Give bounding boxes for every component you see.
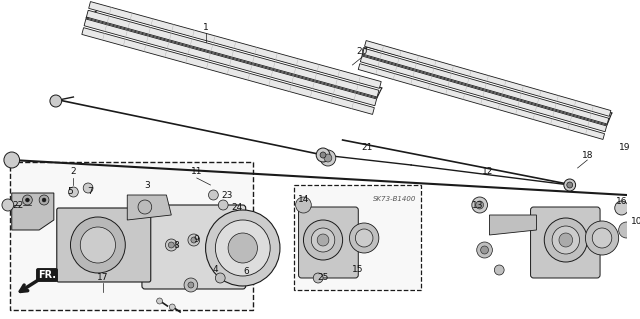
Polygon shape bbox=[362, 48, 609, 124]
Circle shape bbox=[188, 282, 194, 288]
Text: 22: 22 bbox=[12, 201, 23, 210]
Circle shape bbox=[39, 195, 49, 205]
Text: 15: 15 bbox=[351, 265, 363, 275]
Circle shape bbox=[218, 200, 228, 210]
Circle shape bbox=[191, 237, 196, 243]
Circle shape bbox=[215, 220, 270, 276]
Polygon shape bbox=[490, 215, 536, 235]
Circle shape bbox=[228, 233, 257, 263]
Circle shape bbox=[215, 273, 225, 283]
Bar bbox=[294, 185, 421, 290]
Text: 7: 7 bbox=[87, 188, 93, 197]
Circle shape bbox=[324, 154, 332, 162]
Circle shape bbox=[157, 298, 163, 304]
Text: 2: 2 bbox=[70, 167, 76, 176]
Circle shape bbox=[68, 187, 78, 197]
Text: 24: 24 bbox=[231, 204, 243, 212]
Circle shape bbox=[138, 200, 152, 214]
Circle shape bbox=[22, 195, 32, 205]
Circle shape bbox=[50, 95, 61, 107]
Text: 19: 19 bbox=[619, 144, 630, 152]
Circle shape bbox=[311, 228, 335, 252]
Text: 9: 9 bbox=[193, 235, 198, 244]
Polygon shape bbox=[365, 41, 611, 116]
Polygon shape bbox=[360, 56, 607, 132]
Text: 4: 4 bbox=[212, 265, 218, 275]
Circle shape bbox=[205, 210, 280, 286]
Circle shape bbox=[320, 150, 336, 166]
Text: 3: 3 bbox=[144, 181, 150, 189]
Circle shape bbox=[165, 239, 177, 251]
Text: 20: 20 bbox=[356, 48, 368, 56]
Polygon shape bbox=[84, 19, 376, 106]
Circle shape bbox=[83, 183, 93, 193]
FancyBboxPatch shape bbox=[531, 207, 600, 278]
Text: 10: 10 bbox=[630, 218, 640, 226]
Text: SK73-B1400: SK73-B1400 bbox=[373, 197, 417, 202]
Text: 8: 8 bbox=[173, 241, 179, 249]
Circle shape bbox=[481, 246, 488, 254]
Circle shape bbox=[476, 201, 484, 209]
Polygon shape bbox=[86, 10, 379, 97]
Text: 16: 16 bbox=[616, 197, 627, 206]
Text: 6: 6 bbox=[244, 268, 250, 277]
Circle shape bbox=[209, 190, 218, 200]
Polygon shape bbox=[82, 28, 374, 115]
Circle shape bbox=[477, 242, 492, 258]
Text: 23: 23 bbox=[221, 190, 233, 199]
Polygon shape bbox=[89, 2, 381, 88]
Circle shape bbox=[355, 229, 373, 247]
Circle shape bbox=[184, 278, 198, 292]
FancyBboxPatch shape bbox=[299, 207, 358, 278]
Circle shape bbox=[170, 304, 175, 310]
Circle shape bbox=[168, 242, 174, 248]
Text: 14: 14 bbox=[298, 196, 309, 204]
Circle shape bbox=[80, 227, 115, 263]
Circle shape bbox=[26, 198, 29, 202]
Circle shape bbox=[70, 217, 125, 273]
Text: 1: 1 bbox=[203, 24, 209, 33]
Circle shape bbox=[313, 273, 323, 283]
Text: 11: 11 bbox=[191, 167, 202, 176]
Text: FR.: FR. bbox=[38, 270, 56, 280]
Circle shape bbox=[559, 233, 573, 247]
Circle shape bbox=[567, 182, 573, 188]
FancyBboxPatch shape bbox=[142, 205, 246, 289]
Circle shape bbox=[320, 152, 326, 158]
Circle shape bbox=[303, 220, 342, 260]
Circle shape bbox=[619, 222, 634, 238]
Circle shape bbox=[349, 223, 379, 253]
Circle shape bbox=[494, 265, 504, 275]
Bar bbox=[10, 162, 253, 310]
Text: 25: 25 bbox=[317, 273, 329, 283]
Circle shape bbox=[544, 218, 588, 262]
Circle shape bbox=[552, 226, 579, 254]
Circle shape bbox=[592, 228, 612, 248]
Circle shape bbox=[586, 221, 619, 255]
Circle shape bbox=[296, 197, 311, 213]
FancyBboxPatch shape bbox=[57, 208, 151, 282]
Circle shape bbox=[316, 148, 330, 162]
Text: 18: 18 bbox=[582, 151, 593, 160]
Text: 13: 13 bbox=[472, 201, 483, 210]
Polygon shape bbox=[127, 195, 172, 220]
Polygon shape bbox=[358, 64, 605, 139]
Circle shape bbox=[2, 199, 13, 211]
Circle shape bbox=[42, 198, 46, 202]
Text: 5: 5 bbox=[68, 188, 74, 197]
Circle shape bbox=[472, 197, 488, 213]
Circle shape bbox=[615, 201, 628, 215]
Text: 12: 12 bbox=[482, 167, 493, 176]
Text: 17: 17 bbox=[97, 273, 109, 283]
Circle shape bbox=[317, 234, 329, 246]
Circle shape bbox=[564, 179, 575, 191]
Circle shape bbox=[4, 152, 20, 168]
Circle shape bbox=[188, 234, 200, 246]
Text: 21: 21 bbox=[362, 144, 372, 152]
Polygon shape bbox=[12, 193, 54, 230]
